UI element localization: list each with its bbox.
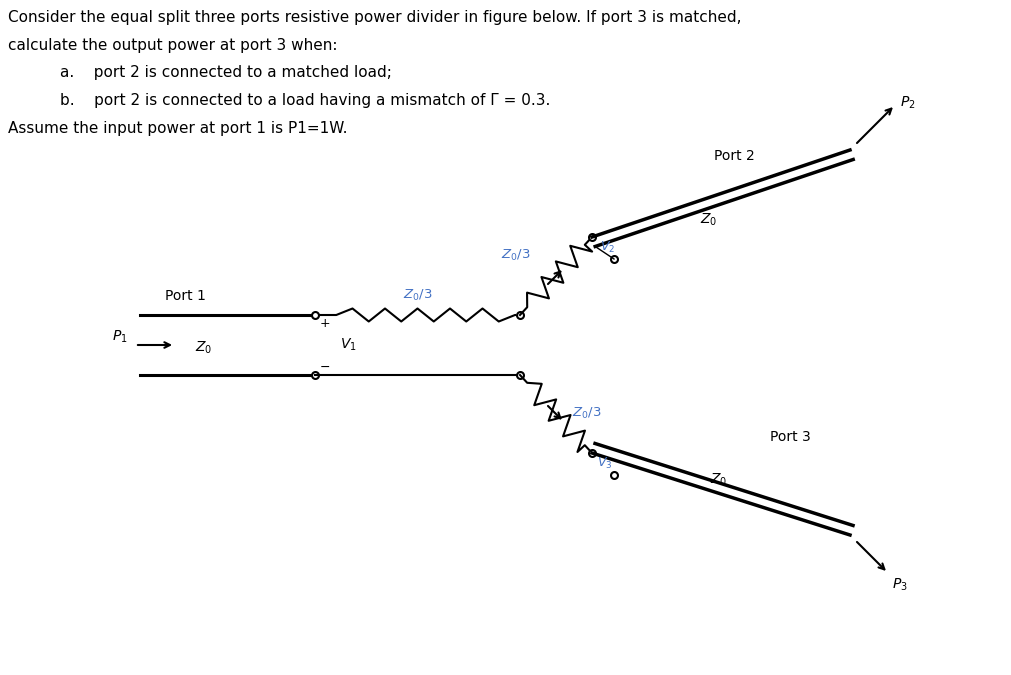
Text: $P_3$: $P_3$ — [892, 577, 908, 593]
Text: Consider the equal split three ports resistive power divider in figure below. If: Consider the equal split three ports res… — [8, 10, 741, 25]
Text: $P_2$: $P_2$ — [900, 95, 916, 111]
Text: $V_3$: $V_3$ — [598, 456, 613, 471]
Text: $V_2$: $V_2$ — [600, 240, 615, 255]
Text: Assume the input power at port 1 is P1=1W.: Assume the input power at port 1 is P1=1… — [8, 121, 348, 136]
Text: $Z_0/3$: $Z_0/3$ — [572, 406, 602, 421]
Text: calculate the output power at port 3 when:: calculate the output power at port 3 whe… — [8, 38, 338, 53]
Text: $Z_0$: $Z_0$ — [700, 212, 718, 228]
Text: Port 2: Port 2 — [714, 149, 755, 163]
Text: −: − — [320, 360, 331, 373]
Text: Port 3: Port 3 — [770, 430, 811, 444]
Text: $Z_0$: $Z_0$ — [195, 340, 212, 356]
Text: $Z_0/3$: $Z_0/3$ — [402, 288, 433, 303]
Text: b.    port 2 is connected to a load having a mismatch of Γ = 0.3.: b. port 2 is connected to a load having … — [60, 93, 550, 108]
Text: +: + — [320, 317, 331, 330]
Text: a.    port 2 is connected to a matched load;: a. port 2 is connected to a matched load… — [60, 65, 392, 80]
Text: $V_1$: $V_1$ — [340, 337, 357, 353]
Text: $Z_0/3$: $Z_0/3$ — [500, 248, 530, 263]
Text: $Z_0$: $Z_0$ — [710, 472, 727, 488]
Text: $P_1$: $P_1$ — [112, 329, 128, 345]
Text: Port 1: Port 1 — [165, 289, 206, 303]
